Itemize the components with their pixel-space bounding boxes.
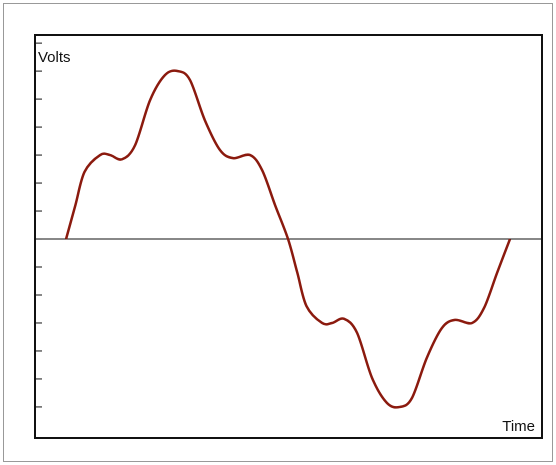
x-axis-label: Time bbox=[502, 418, 535, 435]
waveform bbox=[64, 69, 512, 409]
plot-frame bbox=[34, 34, 543, 439]
outer-frame bbox=[3, 3, 553, 462]
y-axis-label: Volts bbox=[38, 49, 71, 66]
